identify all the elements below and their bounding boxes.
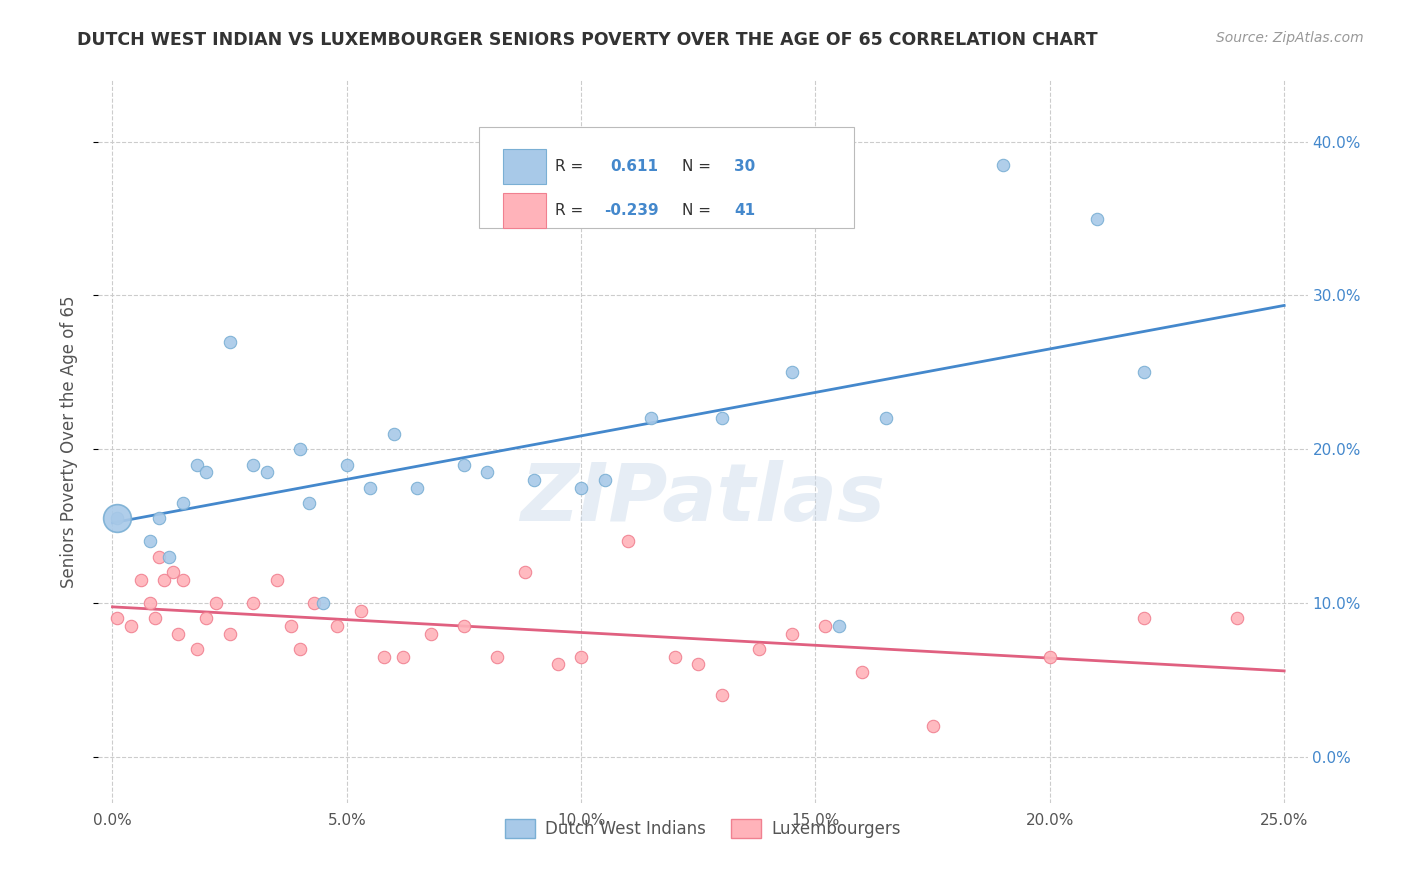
Point <box>157 549 180 564</box>
Point <box>406 481 429 495</box>
Point <box>218 334 240 349</box>
Point <box>382 426 405 441</box>
Point <box>664 649 686 664</box>
Point <box>280 619 302 633</box>
Point <box>688 657 710 672</box>
Text: DUTCH WEST INDIAN VS LUXEMBOURGER SENIORS POVERTY OVER THE AGE OF 65 CORRELATION: DUTCH WEST INDIAN VS LUXEMBOURGER SENIOR… <box>77 31 1098 49</box>
Point <box>593 473 616 487</box>
Text: 0.611: 0.611 <box>610 159 658 174</box>
Point <box>288 642 311 657</box>
Bar <box>503 149 546 184</box>
Y-axis label: Seniors Poverty Over the Age of 65: Seniors Poverty Over the Age of 65 <box>59 295 77 588</box>
FancyBboxPatch shape <box>479 128 855 228</box>
Point <box>288 442 311 457</box>
Point <box>120 619 142 633</box>
Point <box>204 596 226 610</box>
Point <box>1132 365 1154 379</box>
Point <box>814 619 837 633</box>
Point <box>420 626 443 640</box>
Text: -0.239: -0.239 <box>603 203 658 219</box>
Point <box>186 642 208 657</box>
Point <box>1132 611 1154 625</box>
Point <box>373 649 395 664</box>
Point <box>312 596 335 610</box>
Point <box>485 649 508 664</box>
Point <box>780 626 803 640</box>
Point <box>1039 649 1062 664</box>
Point <box>780 365 803 379</box>
Point <box>991 158 1014 172</box>
Point <box>139 534 162 549</box>
Point <box>195 611 218 625</box>
Point <box>153 573 176 587</box>
Text: 41: 41 <box>734 203 755 219</box>
Point <box>523 473 546 487</box>
Point <box>640 411 662 425</box>
Point <box>148 549 170 564</box>
Point <box>148 511 170 525</box>
Point <box>748 642 770 657</box>
Point <box>392 649 415 664</box>
Point <box>256 465 278 479</box>
Point <box>326 619 349 633</box>
Text: Source: ZipAtlas.com: Source: ZipAtlas.com <box>1216 31 1364 45</box>
Point <box>298 496 321 510</box>
Point <box>186 458 208 472</box>
Point <box>453 619 475 633</box>
Point <box>851 665 873 680</box>
Point <box>218 626 240 640</box>
Point <box>1085 211 1108 226</box>
Point <box>617 534 640 549</box>
Point <box>172 496 194 510</box>
Point <box>513 565 536 579</box>
Point <box>143 611 166 625</box>
Point <box>242 596 264 610</box>
Point <box>167 626 190 640</box>
Point <box>139 596 162 610</box>
Point <box>105 511 128 525</box>
Point <box>336 458 359 472</box>
Text: ZIPatlas: ZIPatlas <box>520 460 886 539</box>
Point <box>569 649 592 664</box>
Point <box>453 458 475 472</box>
Point <box>105 511 128 525</box>
Point <box>172 573 194 587</box>
Bar <box>503 194 546 228</box>
Text: N =: N = <box>682 159 716 174</box>
Point <box>266 573 288 587</box>
Point <box>162 565 184 579</box>
Legend: Dutch West Indians, Luxembourgers: Dutch West Indians, Luxembourgers <box>499 813 907 845</box>
Point <box>302 596 325 610</box>
Point <box>242 458 264 472</box>
Point <box>569 481 592 495</box>
Point <box>828 619 851 633</box>
Point <box>477 465 499 479</box>
Point <box>875 411 897 425</box>
Point <box>129 573 152 587</box>
Point <box>359 481 381 495</box>
Point <box>710 688 733 702</box>
Text: R =: R = <box>555 159 589 174</box>
Point <box>105 611 128 625</box>
Point <box>547 657 569 672</box>
Point <box>921 719 943 733</box>
Text: N =: N = <box>682 203 716 219</box>
Text: 30: 30 <box>734 159 755 174</box>
Point <box>195 465 218 479</box>
Point <box>350 604 373 618</box>
Point <box>710 411 733 425</box>
Point <box>1226 611 1249 625</box>
Text: R =: R = <box>555 203 589 219</box>
